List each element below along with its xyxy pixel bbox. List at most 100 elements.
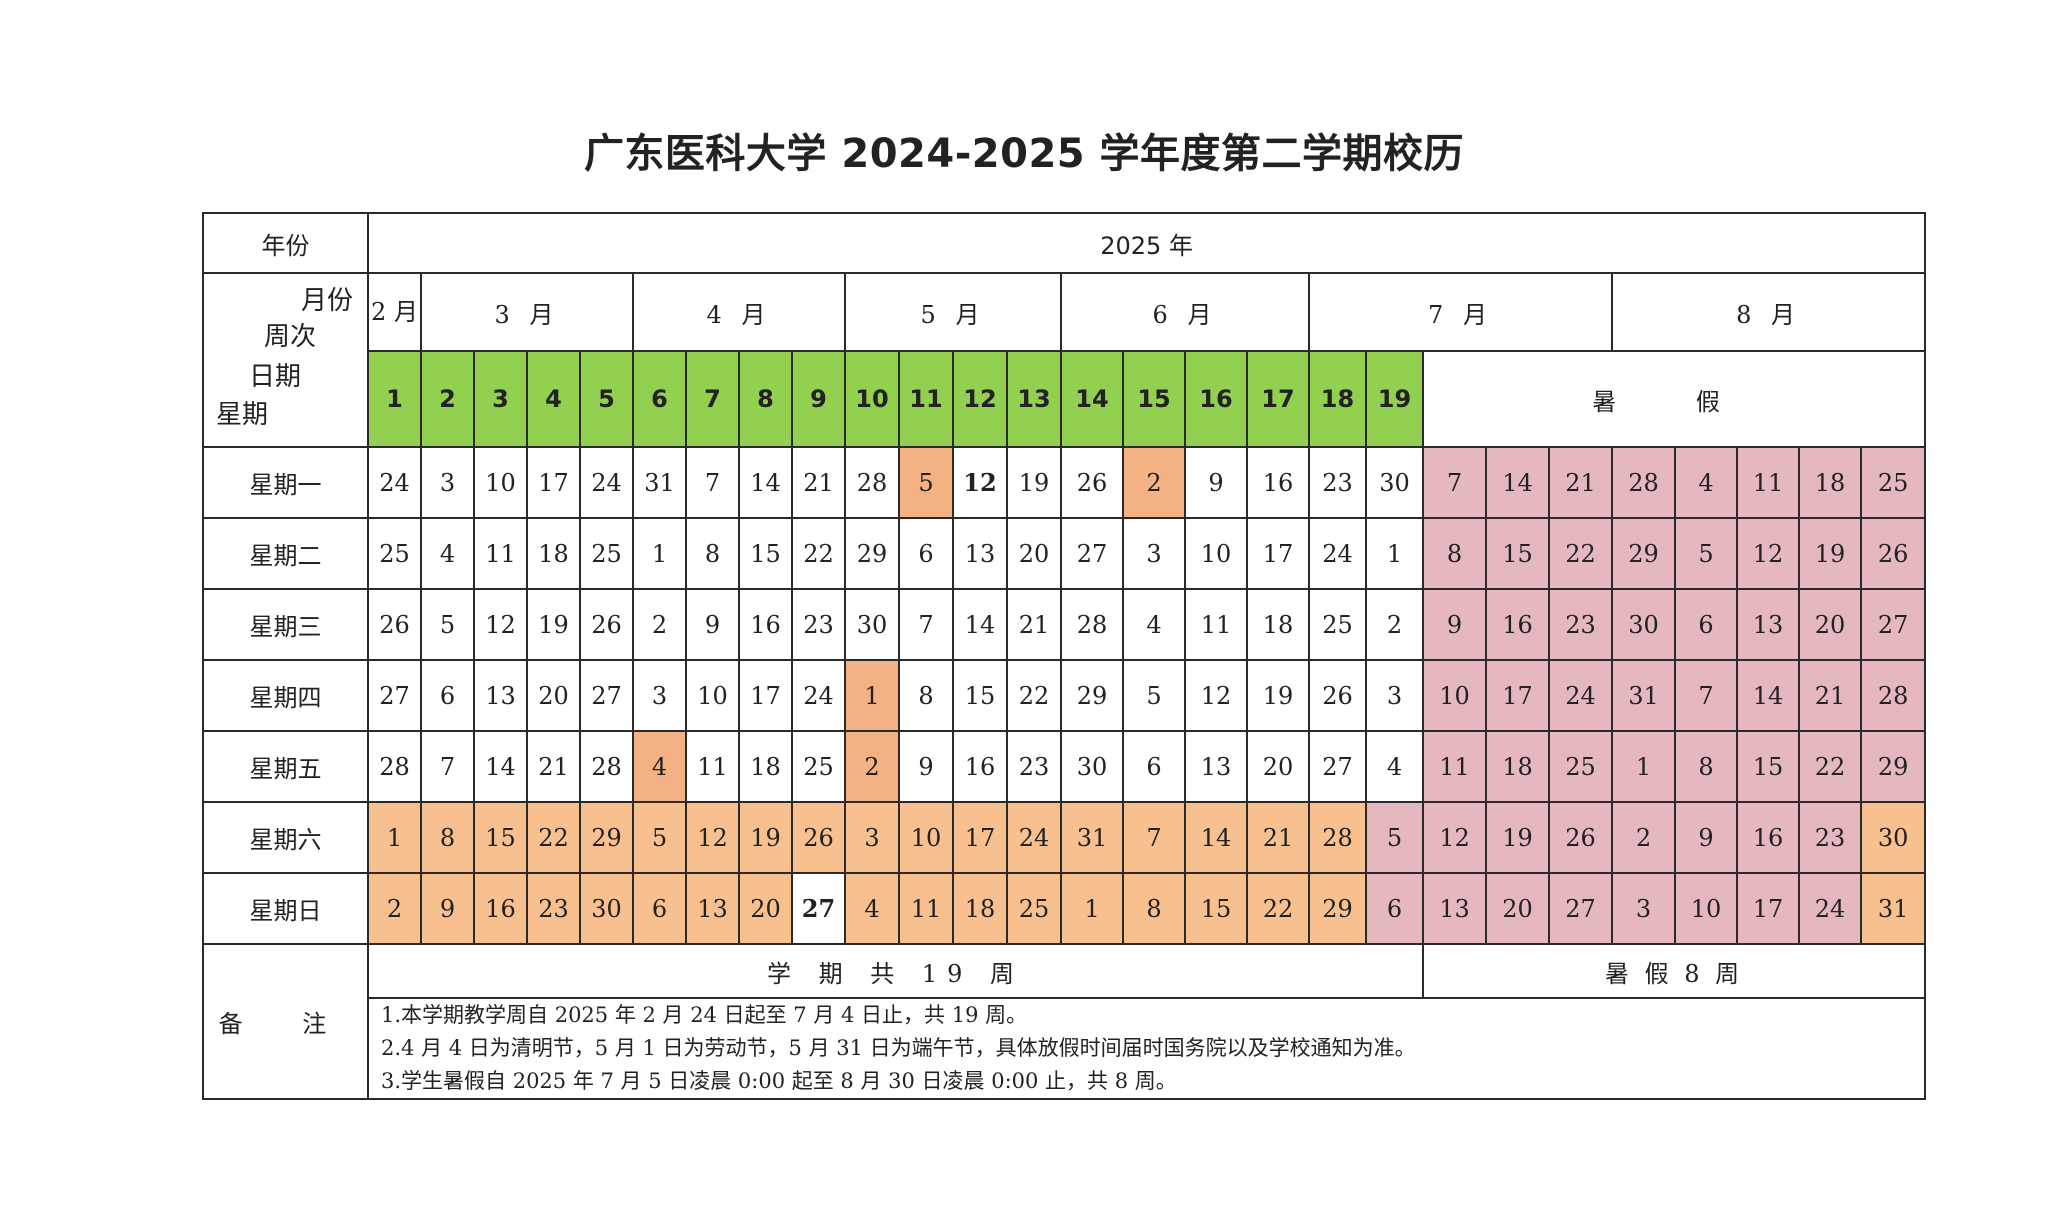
week-number-cell: 2 xyxy=(420,350,475,448)
weekday-row: 星期六 1 8 15 22 29 5 12 19 26 3 10 17 24 31 7 14 21 28 5 12 19 2… xyxy=(202,801,1927,874)
note-2: 2.4 月 4 日为清明节，5 月 1 日为劳动节，5 月 31 日为端午节，具… xyxy=(381,1036,1416,1060)
date-cell: 13 xyxy=(1736,588,1800,661)
date-cell: 3 xyxy=(1365,659,1424,732)
week-number-cell: 19 xyxy=(1365,350,1424,448)
date-cell: 24 xyxy=(367,446,422,519)
date-cell: 3 xyxy=(844,801,900,874)
date-cell: 29 xyxy=(579,801,634,874)
date-cell: 24 xyxy=(1006,801,1062,874)
date-cell: 26 xyxy=(791,801,846,874)
date-cell: 18 xyxy=(1798,446,1862,519)
date-cell: 13 xyxy=(952,517,1008,590)
date-cell: 2 xyxy=(1122,446,1186,519)
date-cell: 23 xyxy=(1006,730,1062,803)
date-cell: 16 xyxy=(952,730,1008,803)
date-cell: 5 xyxy=(632,801,687,874)
date-cell: 2 xyxy=(367,872,422,945)
date-cell: 1 xyxy=(367,801,422,874)
weekday-row: 星期三 26 5 12 19 26 2 9 16 23 30 7 14 21 28 4 11 18 25 2 9 16 23… xyxy=(202,588,1927,661)
date-cell: 25 xyxy=(1859,446,1927,519)
date-cell: 17 xyxy=(952,801,1008,874)
month-apr: 4 月 xyxy=(632,272,846,352)
date-cell: 26 xyxy=(367,588,422,661)
date-cell: 19 xyxy=(1246,659,1310,732)
notes-cell: 1.本学期教学周自 2025 年 2 月 24 日起至 7 月 4 日止，共 1… xyxy=(366,997,1927,1100)
date-cell: 2 xyxy=(1611,801,1676,874)
date-cell: 25 xyxy=(1006,872,1062,945)
date-cell: 4 xyxy=(1122,588,1186,661)
date-cell: 3 xyxy=(420,446,475,519)
date-cell: 6 xyxy=(1674,588,1738,661)
date-cell: 17 xyxy=(1246,517,1310,590)
date-cell: 25 xyxy=(579,517,634,590)
date-cell: 21 xyxy=(1548,446,1613,519)
date-cell: 17 xyxy=(738,659,793,732)
week-number-cell: 8 xyxy=(738,350,793,448)
date-cell: 5 xyxy=(420,588,475,661)
date-cell: 18 xyxy=(526,517,581,590)
date-cell: 29 xyxy=(1308,872,1367,945)
year-row: 年份 2025 年 xyxy=(202,212,1927,274)
date-cell: 4 xyxy=(420,517,475,590)
date-cell: 5 xyxy=(1122,659,1186,732)
week-number-cell: 15 xyxy=(1122,350,1186,448)
date-cell: 9 xyxy=(1674,801,1738,874)
date-cell: 2 xyxy=(1365,588,1424,661)
date-cell: 25 xyxy=(367,517,422,590)
date-cell: 7 xyxy=(420,730,475,803)
date-cell: 7 xyxy=(685,446,740,519)
date-cell: 7 xyxy=(1674,659,1738,732)
month-row: 月份 周次 日期 星期 2 月 3 月 4 月 5 月 6 月 7 月 8 月 xyxy=(202,272,1927,448)
date-cell: 25 xyxy=(1308,588,1367,661)
week-axis-label: 周次 xyxy=(264,322,317,352)
date-cell: 31 xyxy=(1611,659,1676,732)
date-cell: 18 xyxy=(1485,730,1550,803)
date-cell: 23 xyxy=(526,872,581,945)
semester-total: 学 期 共 19 周 xyxy=(367,943,1424,999)
date-cell: 30 xyxy=(844,588,900,661)
date-cell: 15 xyxy=(1736,730,1800,803)
weekday-label: 星期三 xyxy=(202,588,369,661)
date-cell: 5 xyxy=(898,446,954,519)
date-cell: 11 xyxy=(1422,730,1487,803)
date-cell: 11 xyxy=(473,517,528,590)
summer-total: 暑 假 8 周 xyxy=(1421,943,1927,999)
weekday-row: 星期五 28 7 14 21 28 4 11 18 25 2 9 16 23 30 6 13 20 27 4 11 18 2… xyxy=(202,730,1927,803)
month-axis-label: 月份 xyxy=(300,286,353,316)
date-cell: 11 xyxy=(1184,588,1248,661)
weekday-row: 星期日 2 9 16 23 30 6 13 20 27 4 11 18 25 1 8 15 22 29 6 13 20 27… xyxy=(202,872,1927,945)
date-cell: 22 xyxy=(791,517,846,590)
date-cell: 6 xyxy=(632,872,687,945)
week-number-cell: 5 xyxy=(579,350,634,448)
date-cell: 30 xyxy=(1365,446,1424,519)
date-cell: 20 xyxy=(1485,872,1550,945)
weekday-label: 星期二 xyxy=(202,517,369,590)
date-cell: 9 xyxy=(1422,588,1487,661)
date-cell: 11 xyxy=(898,872,954,945)
weekday-row: 星期二 25 4 11 18 25 1 8 15 22 29 6 13 20 27 3 10 17 24 1 8 15 22… xyxy=(202,517,1927,590)
date-cell: 14 xyxy=(952,588,1008,661)
date-cell: 23 xyxy=(1548,588,1613,661)
date-cell: 16 xyxy=(738,588,793,661)
date-cell: 20 xyxy=(738,872,793,945)
date-cell: 28 xyxy=(1859,659,1927,732)
school-calendar-table: 年份 2025 年 月份 周次 日期 星期 2 月 3 月 4 月 5 月 6 … xyxy=(202,212,1927,1100)
date-cell: 27 xyxy=(579,659,634,732)
date-cell: 9 xyxy=(898,730,954,803)
date-cell: 24 xyxy=(1308,517,1367,590)
date-cell: 24 xyxy=(1798,872,1862,945)
calendar-title: 广东医科大学 2024-2025 学年度第二学期校历 xyxy=(583,131,1465,177)
date-cell: 27 xyxy=(1060,517,1124,590)
date-cell: 29 xyxy=(1859,730,1927,803)
date-cell: 1 xyxy=(1365,517,1424,590)
date-cell: 12 xyxy=(473,588,528,661)
date-cell: 25 xyxy=(791,730,846,803)
weekday-label: 星期日 xyxy=(202,872,369,945)
date-cell: 12 xyxy=(1736,517,1800,590)
date-cell: 13 xyxy=(1422,872,1487,945)
date-cell: 3 xyxy=(1611,872,1676,945)
date-cell: 10 xyxy=(1184,517,1248,590)
date-cell: 19 xyxy=(526,588,581,661)
date-cell: 14 xyxy=(738,446,793,519)
month-mar: 3 月 xyxy=(420,272,634,352)
